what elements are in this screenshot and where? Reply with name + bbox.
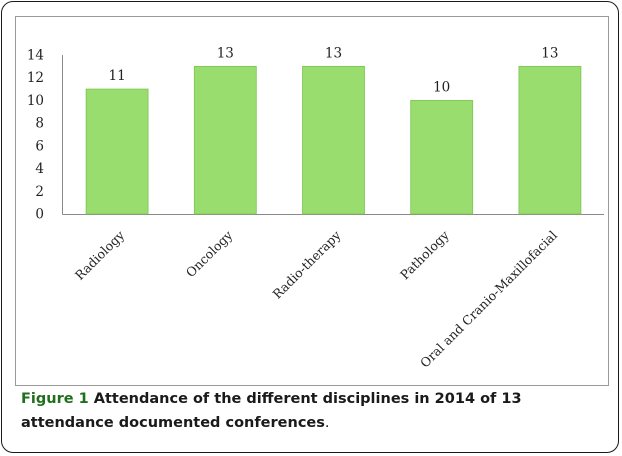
bar-oral-and-cranio-maxillofacial xyxy=(518,65,582,215)
data-label: 13 xyxy=(217,45,234,61)
y-tick-label: 10 xyxy=(27,93,44,109)
caption-lead: Figure 1 xyxy=(21,391,89,407)
figure-caption: Figure 1 Attendance of the different dis… xyxy=(21,387,617,435)
x-tick-label: Oncology xyxy=(183,227,236,280)
caption-text: Attendance of the different disciplines … xyxy=(21,391,522,431)
y-tick-label: 2 xyxy=(35,184,44,200)
x-tick-label: Pathology xyxy=(397,227,452,282)
y-tick-label: 6 xyxy=(35,138,44,154)
bar-pathology xyxy=(410,100,474,215)
bar-radio-therapy xyxy=(302,65,365,215)
y-tick-label: 4 xyxy=(35,161,44,177)
bar-chart: 0 2 4 6 8 10 12 14 11 Radiology 13 Oncology 13 Radio-… xyxy=(27,45,604,371)
y-tick-label: 14 xyxy=(27,48,44,64)
caption-period: . xyxy=(324,415,330,431)
y-tick-label: 8 xyxy=(35,116,44,132)
x-tick-label: Radiology xyxy=(72,227,128,283)
chart-area: 0 2 4 6 8 10 12 14 11 Radiology 13 Oncology 13 Radio-… xyxy=(15,16,609,386)
y-tick-label: 12 xyxy=(27,70,44,86)
bar-oncology xyxy=(193,65,257,215)
x-tick-label: Radio-therapy xyxy=(269,227,344,302)
y-tick-label: 0 xyxy=(35,207,44,223)
data-label: 10 xyxy=(433,79,450,95)
data-label: 13 xyxy=(541,45,558,61)
bar-radiology xyxy=(85,88,149,215)
data-label: 13 xyxy=(325,45,342,61)
data-label: 11 xyxy=(109,68,126,84)
